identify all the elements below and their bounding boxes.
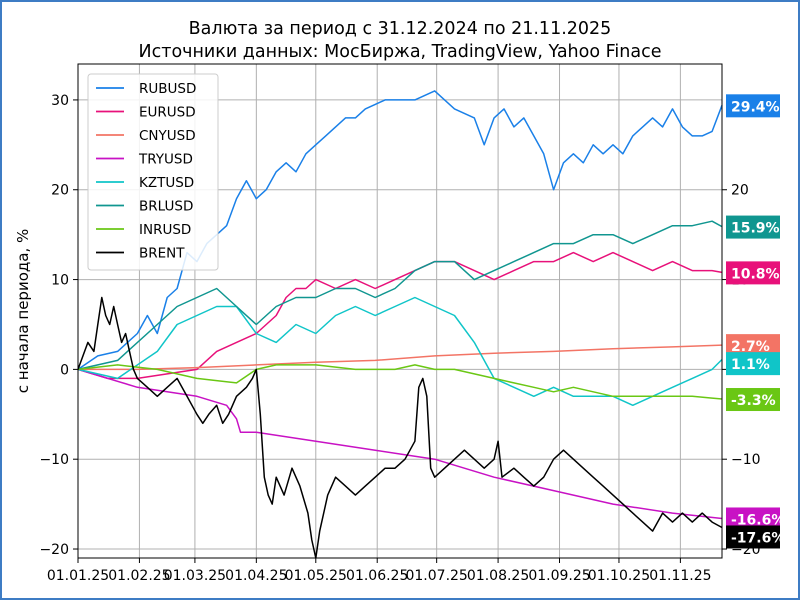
series-line-cnyusd: [78, 344, 723, 371]
series-line-eurusd: [77, 251, 723, 380]
x-tick-label: 01.11.25: [649, 568, 711, 584]
y-tick-label-left: 0: [60, 362, 69, 378]
y-tick-label-left: −10: [39, 452, 69, 468]
x-tick-label: 01.05.25: [285, 568, 347, 584]
x-tick-label: 01.02.25: [108, 568, 170, 584]
badge-label: 10.8%: [731, 266, 780, 282]
badge-label: 2.7%: [731, 339, 770, 355]
series-line-brent: [77, 296, 723, 559]
end-value-badges: 29.4% 15.9% 10.8% 2.7% 1.1% -3.3% -16.6% -17.6%: [726, 94, 785, 549]
chart-subtitle: Источники данных: МосБиржа, TradingView,…: [139, 42, 662, 62]
badge-rubusd: [726, 94, 780, 118]
y-tick-label-right: −10: [731, 452, 761, 468]
y-tick-label-left: −20: [39, 542, 69, 558]
x-tick-label: 01.01.25: [47, 568, 109, 584]
x-tick-label: 01.07.25: [405, 568, 467, 584]
y-axis-left: 30 20 10 0 −10 −20: [39, 93, 78, 558]
legend-label: TRYUSD: [138, 152, 193, 168]
plot-border: [77, 63, 723, 559]
badge-label: 15.9%: [731, 221, 780, 237]
badge-inrusd: [726, 388, 780, 412]
badge-label: -16.6%: [731, 512, 785, 528]
legend-label: BRENT: [139, 246, 185, 262]
badge-label: -3.3%: [731, 393, 776, 409]
y-tick-label-left: 10: [51, 273, 69, 289]
legend-label: INRUSD: [139, 222, 191, 238]
series-line-tryusd: [77, 368, 723, 520]
series-lines: [77, 90, 723, 559]
badge-cnyusd: [726, 334, 780, 358]
badge-tryusd: [726, 507, 780, 531]
x-tick-label: 01.06.25: [346, 568, 408, 584]
series-line-inrusd: [77, 364, 723, 400]
legend-label: EURUSD: [139, 105, 196, 121]
series-line-kztusd: [77, 296, 723, 407]
x-tick-label: 01.08.25: [467, 568, 529, 584]
legend-label: BRLUSD: [139, 199, 193, 215]
badge-label: 1.1%: [731, 357, 770, 373]
legend-label: RUBUSD: [139, 81, 196, 97]
legend-box: [87, 73, 219, 271]
badge-brlusd: [726, 215, 780, 239]
x-tick-label: 01.03.25: [164, 568, 226, 584]
badge-label: 29.4%: [731, 99, 780, 115]
series-line-brlusd: [77, 220, 723, 371]
legend-label: CNYUSD: [139, 128, 196, 144]
x-tick-label: 01.04.25: [225, 568, 287, 584]
badge-eurusd: [726, 261, 780, 285]
legend: RUBUSD EURUSD CNYUSD TRYUSD KZTUSD BRLUSD INRU…: [87, 73, 219, 271]
badge-label: -17.6%: [731, 530, 785, 546]
badge-brent: [726, 525, 780, 549]
badge-kztusd: [726, 352, 780, 376]
chart-title: Валюта за период с 31.12.2024 по 21.11.2…: [189, 19, 612, 39]
y-tick-label-left: 30: [51, 93, 69, 109]
y-tick-label-right: 20: [731, 183, 749, 199]
legend-label: KZTUSD: [139, 175, 194, 191]
x-tick-label: 01.10.25: [588, 568, 650, 584]
y-tick-label-left: 20: [51, 183, 69, 199]
x-tick-label: 01.09.25: [528, 568, 590, 584]
y-axis-label: с начала периода, %: [14, 229, 32, 393]
